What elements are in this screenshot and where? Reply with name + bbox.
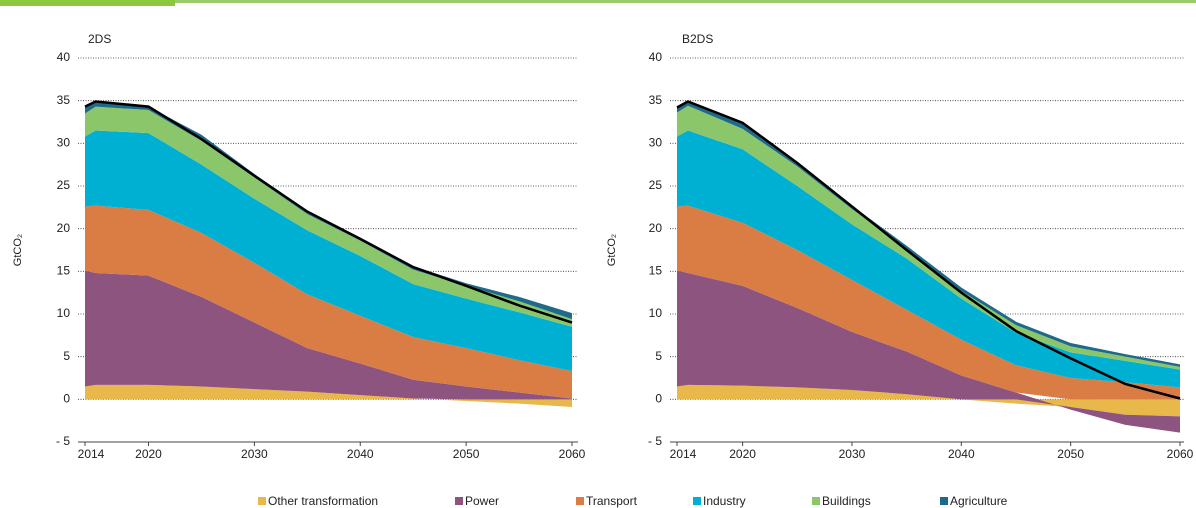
- x-tick-label: 2020: [729, 447, 756, 461]
- legend-label: Buildings: [822, 494, 871, 508]
- y-axis-label: GtCO₂: [12, 234, 24, 266]
- y-axis-label: GtCO₂: [606, 234, 618, 266]
- y-tick-label: 40: [649, 50, 663, 64]
- legend-label: Agriculture: [950, 494, 1008, 508]
- legend-swatch: [940, 497, 948, 505]
- legend-label: Industry: [703, 494, 746, 508]
- area: [85, 270, 572, 400]
- area: [677, 270, 1180, 433]
- x-tick-label: 2020: [135, 447, 162, 461]
- y-tick-label: 0: [655, 392, 662, 406]
- legend-swatch: [258, 497, 266, 505]
- y-tick-label: 20: [57, 221, 71, 235]
- x-tick-label: 2040: [948, 447, 975, 461]
- y-tick-label: 10: [57, 306, 71, 320]
- y-tick-label: 5: [655, 349, 662, 363]
- y-tick-label: 30: [649, 136, 663, 150]
- y-tick-label: 20: [649, 221, 663, 235]
- area: [85, 130, 572, 372]
- area: [677, 105, 1180, 370]
- x-tick-label: 2060: [559, 447, 586, 461]
- y-tick-label: 25: [57, 178, 71, 192]
- y-tick-label: 5: [63, 349, 70, 363]
- area: [677, 384, 1180, 417]
- x-tick-label: 2030: [839, 447, 866, 461]
- x-tick-label: 2014: [78, 447, 105, 461]
- area: [677, 205, 1180, 400]
- top-rule: [0, 0, 1196, 3]
- chart-title: B2DS: [682, 32, 713, 46]
- x-tick-label: 2060: [1167, 447, 1194, 461]
- area: [85, 205, 572, 399]
- legend-label: Power: [465, 494, 499, 508]
- y-tick-label: 30: [57, 136, 71, 150]
- legend-label: Transport: [586, 494, 638, 508]
- x-tick-label: 2050: [453, 447, 480, 461]
- y-tick-label: 15: [57, 264, 71, 278]
- chart-title: 2DS: [88, 32, 111, 46]
- total-line: [84, 100, 573, 324]
- y-tick-label: 40: [57, 50, 71, 64]
- y-tick-label: 10: [649, 306, 663, 320]
- total-line: [676, 100, 1181, 400]
- legend-swatch: [576, 497, 584, 505]
- x-tick-label: 2040: [347, 447, 374, 461]
- y-tick-label: - 5: [56, 434, 70, 448]
- x-tick-label: 2030: [241, 447, 268, 461]
- area: [677, 130, 1180, 388]
- y-tick-label: 35: [57, 93, 71, 107]
- top-tab: [0, 0, 175, 6]
- area: [85, 106, 572, 327]
- x-tick-label: 2050: [1057, 447, 1084, 461]
- y-tick-label: 25: [649, 178, 663, 192]
- y-tick-label: 35: [649, 93, 663, 107]
- y-tick-label: 0: [63, 392, 70, 406]
- y-tick-label: 15: [649, 264, 663, 278]
- legend-swatch: [693, 497, 701, 505]
- y-tick-label: - 5: [648, 434, 662, 448]
- legend-swatch: [455, 497, 463, 505]
- area: [85, 384, 572, 408]
- legend-swatch: [812, 497, 820, 505]
- x-tick-label: 2014: [670, 447, 697, 461]
- legend-label: Other transformation: [268, 494, 378, 508]
